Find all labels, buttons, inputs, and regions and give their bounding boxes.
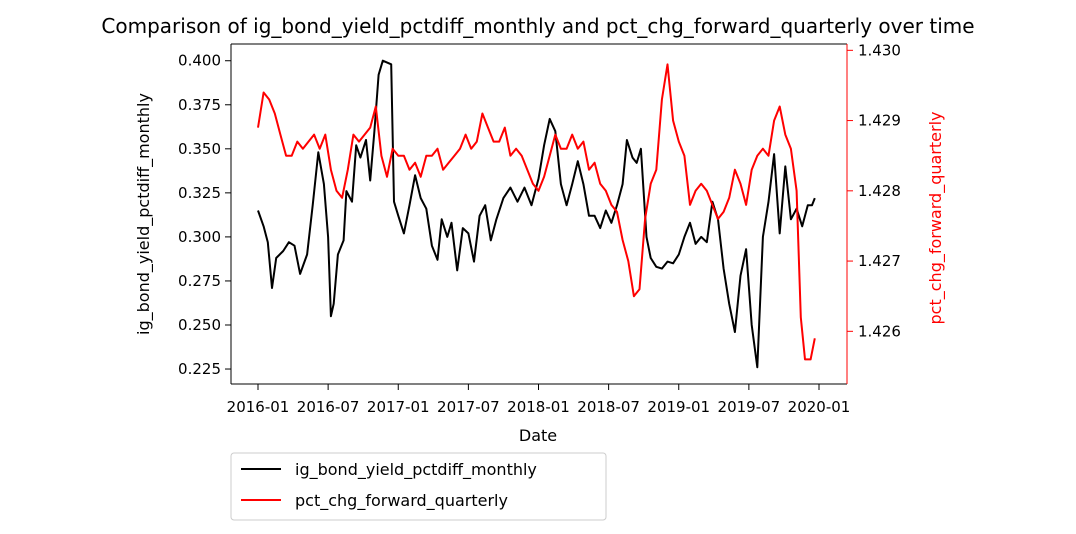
- y-left-tick-label: 0.275: [178, 272, 221, 290]
- y-left-axis-label: ig_bond_yield_pctdiff_monthly: [134, 93, 154, 335]
- series-line-ig-bond-yield: [257, 59, 816, 369]
- y-left-tick-label: 0.400: [178, 52, 221, 70]
- y-right-tick-label: 1.428: [858, 182, 901, 200]
- x-tick-label: 2016-07: [297, 398, 360, 416]
- legend-label-pct-chg-forward: pct_chg_forward_quarterly: [295, 491, 508, 511]
- x-tick-label: 2020-01: [788, 398, 851, 416]
- y-left-tick-label: 0.375: [178, 96, 221, 114]
- x-axis-ticks: 2016-01 2016-07 2017-01 2017-07 2018-01 2018-…: [227, 384, 851, 416]
- legend-label-ig-bond-yield: ig_bond_yield_pctdiff_monthly: [295, 460, 537, 480]
- y-left-tick-label: 0.300: [178, 228, 221, 246]
- series-layer: [257, 59, 816, 369]
- x-tick-label: 2017-01: [367, 398, 430, 416]
- x-tick-label: 2017-07: [437, 398, 500, 416]
- y-right-tick-label: 1.429: [858, 112, 901, 130]
- y-left-tick-label: 0.350: [178, 140, 221, 158]
- plot-area: [230, 43, 848, 385]
- legend: ig_bond_yield_pctdiff_monthly pct_chg_fo…: [230, 452, 607, 521]
- legend-box: [230, 452, 607, 521]
- chart-title: Comparison of ig_bond_yield_pctdiff_mont…: [101, 14, 974, 38]
- y-left-tick-label: 0.250: [178, 316, 221, 334]
- y-left-tick-label: 0.225: [178, 360, 221, 378]
- y-right-tick-label: 1.430: [858, 41, 901, 59]
- y-right-tick-label: 1.426: [858, 322, 901, 340]
- x-tick-label: 2018-01: [507, 398, 570, 416]
- y-right-axis-label: pct_chg_forward_quarterly: [926, 112, 946, 325]
- series-line-pct-chg-forward: [257, 63, 816, 361]
- y-left-tick-label: 0.325: [178, 184, 221, 202]
- x-tick-label: 2018-07: [577, 398, 640, 416]
- y-right-tick-label: 1.427: [858, 252, 901, 270]
- x-tick-label: 2019-07: [718, 398, 781, 416]
- x-tick-label: 2019-01: [647, 398, 710, 416]
- x-tick-label: 2016-01: [227, 398, 290, 416]
- y-left-axis-ticks: 0.225 0.250 0.275 0.300 0.325 0.350 0.375 0.400: [178, 52, 231, 378]
- y-right-axis-ticks: 1.426 1.427 1.428 1.429 1.430: [847, 41, 901, 340]
- x-axis-label: Date: [519, 426, 557, 445]
